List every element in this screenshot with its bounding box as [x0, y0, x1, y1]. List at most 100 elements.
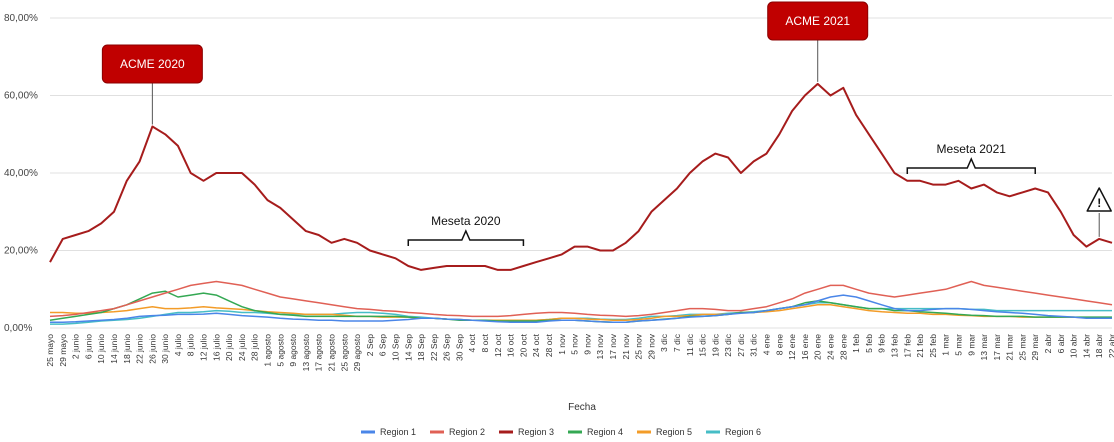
x-tick-label: 22 Sep [429, 334, 439, 361]
x-tick-label: 1 mar [941, 334, 951, 356]
x-tick-label: 18 abr [1094, 334, 1104, 358]
x-tick-label: 20 oct [518, 333, 528, 357]
legend-label: Region 5 [656, 427, 692, 437]
x-tick-label: 11 dic [685, 333, 695, 356]
x-tick-label: 12 oct [493, 333, 503, 357]
warning-icon [1086, 187, 1112, 212]
x-tick-label: 1 feb [851, 334, 861, 353]
y-tick-label: 20,00% [4, 246, 38, 257]
x-tick-label: 12 ene [787, 334, 797, 360]
x-tick-label: 27 dic [736, 333, 746, 356]
x-tick-labels: 25 mayo 29 mayo 2 junio 6 junio 10 junio 14 j… [45, 333, 1114, 371]
x-tick-label: 10 junio [96, 334, 106, 364]
y-tick-label: 80,00% [4, 13, 38, 24]
x-tick-label: 30 junio [160, 334, 170, 364]
x-tick-label: 13 mar [979, 334, 989, 361]
x-tick-label: 14 abr [1081, 334, 1091, 358]
legend-label: Region 4 [587, 427, 623, 437]
x-tick-label: 14 Sep [403, 334, 413, 361]
x-tick-label: 22 abr [1107, 334, 1114, 358]
x-tick-label: 10 Sep [390, 334, 400, 361]
x-tick-label: 4 ene [762, 334, 772, 356]
legend-label: Region 6 [725, 427, 761, 437]
x-tick-label: 21 mar [1005, 334, 1015, 361]
x-tick-label: 17 feb [902, 334, 912, 358]
x-tick-label: 31 dic [749, 333, 759, 356]
y-tick-labels: 0,00% 20,00% 40,00% 60,00% 80,00% [4, 13, 38, 334]
x-tick-label: 17 mar [992, 334, 1002, 361]
callout-label-acme2021: ACME 2021 [785, 14, 850, 28]
x-tick-label: 9 nov [582, 333, 592, 355]
x-tick-label: 23 dic [723, 333, 733, 356]
x-tick-label: 29 mayo [58, 334, 68, 367]
x-tick-label: 13 agosto [301, 334, 311, 372]
x-tick-label: 16 oct [506, 333, 516, 357]
x-tick-label: 25 agosto [339, 334, 349, 372]
x-tick-label: 6 Sep [378, 334, 388, 356]
x-tick-label: 6 abr [1056, 334, 1066, 354]
x-tick-label: 29 nov [646, 333, 656, 359]
x-tick-label: 1 nov [557, 333, 567, 355]
x-tick-label: 5 agosto [275, 334, 285, 367]
x-tick-label: 18 Sep [416, 334, 426, 361]
x-tick-label: 22 junio [135, 334, 145, 364]
x-tick-label: 21 agosto [326, 334, 336, 372]
callout-box-acme2021 [767, 1, 869, 41]
bracket-meseta2021 [906, 157, 1036, 174]
warning-mark: ! [1097, 196, 1101, 210]
series-line-region-5 [50, 304, 1112, 322]
x-tick-label: 7 dic [672, 333, 682, 352]
x-tick-label: 28 julio [250, 334, 260, 361]
x-tick-label: 28 ene [838, 334, 848, 360]
x-tick-label: 24 ene [826, 334, 836, 360]
legend-label: Region 2 [449, 427, 485, 437]
annotations: ACME 2020 ACME 2021 Meseta 2020 Meseta 2021… [101, 1, 1112, 246]
x-tick-label: 5 mar [953, 334, 963, 356]
series-lines [49, 82, 1113, 325]
legend: Region 1 Region 2 Region 3 Region 4 Region 5… [361, 427, 761, 437]
x-tick-label: 8 julio [186, 334, 196, 356]
x-tick-label: 12 julio [199, 334, 209, 361]
x-tick-label: 29 agosto [352, 334, 362, 372]
series-line-region-1 [50, 294, 1112, 323]
x-tick-label: 18 junio [122, 334, 132, 364]
y-tick-label: 60,00% [4, 91, 38, 102]
x-tick-label: 5 nov [570, 333, 580, 355]
x-tick-label: 21 feb [915, 334, 925, 358]
x-tick-label: 16 ene [800, 334, 810, 360]
x-tick-label: 25 nov [634, 333, 644, 359]
x-tick-label: 2 junio [71, 334, 81, 359]
legend-label: Region 1 [380, 427, 416, 437]
bracket-meseta2020 [407, 229, 525, 246]
x-tick-label: 8 ene [774, 334, 784, 356]
x-tick-label: 15 dic [698, 333, 708, 356]
x-tick-label: 17 nov [608, 333, 618, 359]
x-tick-label: 5 feb [864, 334, 874, 353]
x-tick-label: 17 agosto [314, 334, 324, 372]
legend-label: Region 3 [518, 427, 554, 437]
grid-lines [50, 17, 1112, 329]
x-tick-label: 1 agosto [263, 334, 273, 367]
x-tick-label: 2 abr [1043, 334, 1053, 354]
x-tick-label: 29 mar [1030, 334, 1040, 361]
series-line-region-3 [49, 82, 1113, 271]
x-tick-label: 20 julio [224, 334, 234, 361]
x-tick-label: 16 julio [211, 334, 221, 361]
x-tick-label: 14 junio [109, 334, 119, 364]
callout-box-acme2020 [101, 44, 203, 84]
x-tick-label: 19 dic [710, 333, 720, 356]
x-tick-label: 24 oct [531, 333, 541, 357]
x-tick-label: 25 mar [1017, 334, 1027, 361]
x-tick-label: 6 junio [83, 334, 93, 359]
x-tick-label: 20 ene [813, 334, 823, 360]
x-tick-label: 24 julio [237, 334, 247, 361]
x-tick-label: 9 mar [966, 334, 976, 356]
x-tick-label: 13 feb [889, 334, 899, 358]
x-axis-label: Fecha [568, 402, 596, 413]
x-tick-label: 26 Sep [442, 334, 452, 361]
x-tick-label: 2 Sep [365, 334, 375, 356]
callout-label-acme2020: ACME 2020 [120, 57, 185, 71]
series-line-region-2 [49, 280, 1113, 318]
x-tick-label: 4 julio [173, 334, 183, 356]
